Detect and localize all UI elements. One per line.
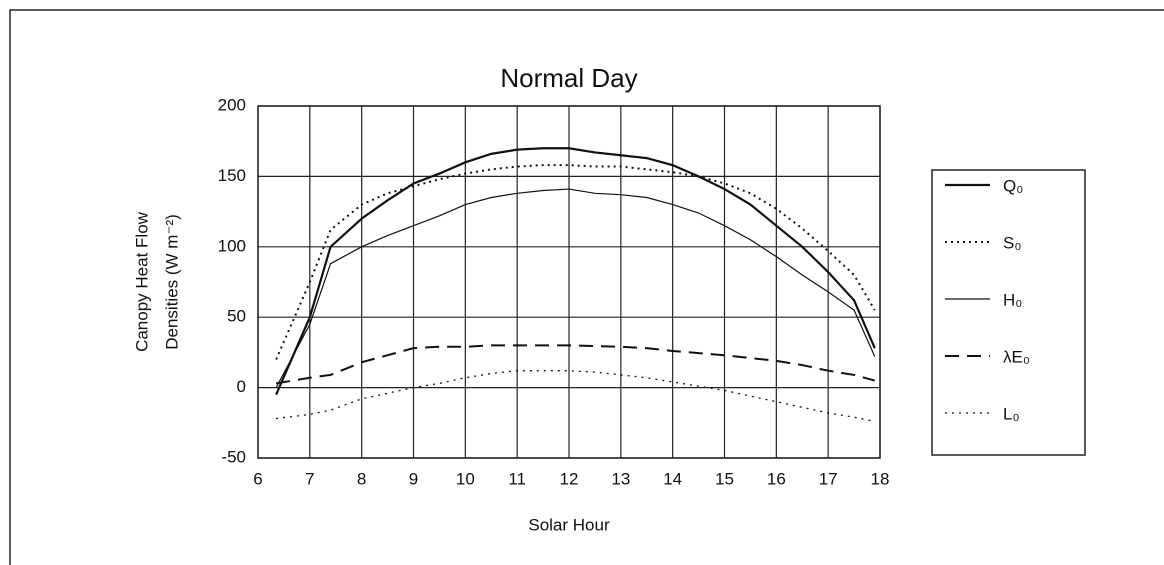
legend-box	[931, 169, 1086, 456]
x-tick-label: 14	[663, 469, 682, 488]
y-tick-label: 0	[237, 377, 246, 396]
y-tick-label: 200	[218, 95, 246, 114]
legend-label: H₀	[1003, 290, 1022, 309]
y-tick-label: -50	[221, 447, 246, 466]
x-tick-label: 18	[871, 469, 890, 488]
x-tick-label: 11	[508, 469, 526, 488]
legend-label: Q₀	[1003, 176, 1023, 195]
x-axis-label: Solar Hour	[528, 515, 610, 534]
legend-label: L₀	[1003, 404, 1020, 423]
x-tick-label: 15	[715, 469, 734, 488]
y-tick-label: 150	[218, 166, 246, 185]
y-tick-label: 50	[227, 307, 246, 326]
series-line	[275, 188, 876, 388]
chart-title: Normal Day	[500, 63, 637, 93]
y-axis-label: Canopy Heat Flow	[132, 211, 151, 352]
y-axis-label: Densities (W m⁻²)	[162, 214, 181, 350]
legend-label: S₀	[1003, 233, 1021, 252]
x-tick-label: 16	[767, 469, 786, 488]
x-tick-label: 6	[253, 469, 262, 488]
x-tick-label: 7	[305, 469, 314, 488]
x-tick-label: 12	[560, 469, 579, 488]
y-tick-label: 100	[218, 236, 246, 255]
x-tick-label: 17	[819, 469, 838, 488]
series-line	[275, 164, 876, 360]
series-line	[276, 370, 875, 423]
frame	[9, 9, 1164, 565]
series-line	[275, 147, 876, 396]
legend-label: λE₀	[1003, 347, 1030, 366]
x-tick-label: 9	[409, 469, 418, 488]
x-tick-label: 8	[357, 469, 366, 488]
series-line	[275, 344, 876, 385]
x-tick-label: 13	[611, 469, 630, 488]
x-tick-label: 10	[456, 469, 475, 488]
